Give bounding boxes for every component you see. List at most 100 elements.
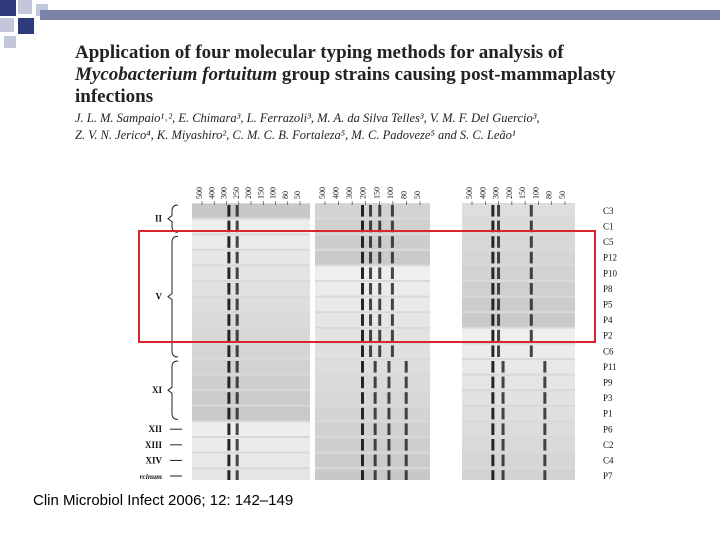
size-marker-label: 80 [281, 191, 290, 199]
gel-band [543, 439, 547, 451]
gel-band [235, 407, 239, 420]
gel-band [387, 454, 391, 467]
gel-band [387, 407, 391, 420]
gel-band [373, 392, 377, 404]
size-marker-label: 400 [207, 187, 216, 199]
gel-band [390, 298, 394, 311]
group-label: XII [148, 424, 162, 434]
gel-band [529, 220, 533, 233]
gel-band [497, 220, 501, 233]
gel-lane [192, 219, 310, 234]
gel-band [361, 407, 364, 420]
size-marker-label: 50 [558, 191, 567, 199]
gel-band [361, 470, 364, 480]
gel-band [227, 345, 231, 357]
gel-band [387, 376, 391, 389]
lane-label: C2 [603, 440, 614, 450]
gel-band [235, 439, 239, 451]
title-line-2-rest: group strains causing post-mammaplasty [277, 64, 616, 85]
gel-lane [315, 453, 430, 468]
gel-band [387, 423, 391, 435]
gel-band [235, 298, 239, 311]
group-label: XI [152, 385, 162, 395]
gel-band [491, 205, 495, 217]
gel-band [491, 392, 495, 404]
gel-band [501, 361, 505, 373]
title-species: Mycobacterium fortuitum [75, 64, 278, 85]
gel-band [369, 314, 373, 326]
gel-band [378, 220, 382, 233]
gel-band [390, 251, 394, 264]
gel-band [373, 361, 377, 373]
gel-lane [315, 360, 430, 374]
gel-band [543, 392, 547, 404]
gel-band [529, 283, 533, 295]
gel-band [501, 407, 505, 420]
header-rule [40, 10, 720, 20]
gel-band [361, 236, 364, 248]
gel-band [501, 470, 505, 480]
gel-band [378, 236, 382, 248]
gel-band [390, 314, 394, 326]
lane-label: P3 [603, 393, 613, 403]
gel-band [227, 314, 231, 326]
size-marker-label: 200 [505, 187, 514, 199]
gel-band [491, 314, 495, 326]
gel-band [227, 407, 231, 420]
gel-band [543, 361, 547, 373]
gel-lane [315, 469, 430, 480]
gel-band [235, 454, 239, 467]
gel-band [369, 298, 373, 311]
gel-band [529, 345, 533, 357]
size-marker-label: 80 [399, 191, 408, 199]
title-line-1: Application of four molecular typing met… [75, 42, 564, 63]
gel-band [235, 314, 239, 326]
gel-band [361, 205, 364, 217]
gel-lane [462, 406, 575, 421]
gel-lane [192, 235, 310, 249]
decor-square [18, 18, 34, 34]
gel-lane [315, 438, 430, 452]
gel-band [369, 283, 373, 295]
gel-lane [192, 344, 310, 358]
gel-band [378, 329, 382, 342]
lane-label: P4 [603, 315, 613, 325]
lane-label: C6 [603, 346, 614, 356]
gel-band [235, 220, 239, 233]
gel-band [369, 236, 373, 248]
gel-lane [192, 360, 310, 374]
gel-band [373, 407, 377, 420]
gel-lane [462, 235, 575, 249]
gel-band [227, 376, 231, 389]
gel-band [491, 439, 495, 451]
gel-band [369, 220, 373, 233]
gel-band [361, 251, 364, 264]
gel-lane [192, 328, 310, 343]
size-marker-label: 150 [518, 187, 527, 199]
gel-lane [315, 297, 430, 312]
gel-band [361, 392, 364, 404]
size-marker-label: 50 [413, 191, 422, 199]
gel-band [227, 439, 231, 451]
gel-band [369, 205, 373, 217]
gel-band [497, 236, 501, 248]
size-marker-label: 50 [293, 191, 302, 199]
gel-lane [315, 282, 430, 296]
size-marker-label: 300 [345, 187, 354, 199]
gel-band [227, 361, 231, 373]
highlight-box [138, 230, 596, 343]
gel-band [404, 423, 408, 435]
gel-lane [315, 422, 430, 436]
gel-band [227, 423, 231, 435]
gel-band [361, 361, 364, 373]
decor-square [0, 18, 14, 32]
gel-lane [192, 391, 310, 405]
gel-band [529, 298, 533, 311]
gel-lane [192, 422, 310, 436]
gel-band [404, 407, 408, 420]
gel-band [529, 205, 533, 217]
gel-lane [192, 266, 310, 280]
gel-band [361, 220, 364, 233]
gel-band [361, 345, 364, 357]
gel-lane [462, 469, 575, 480]
